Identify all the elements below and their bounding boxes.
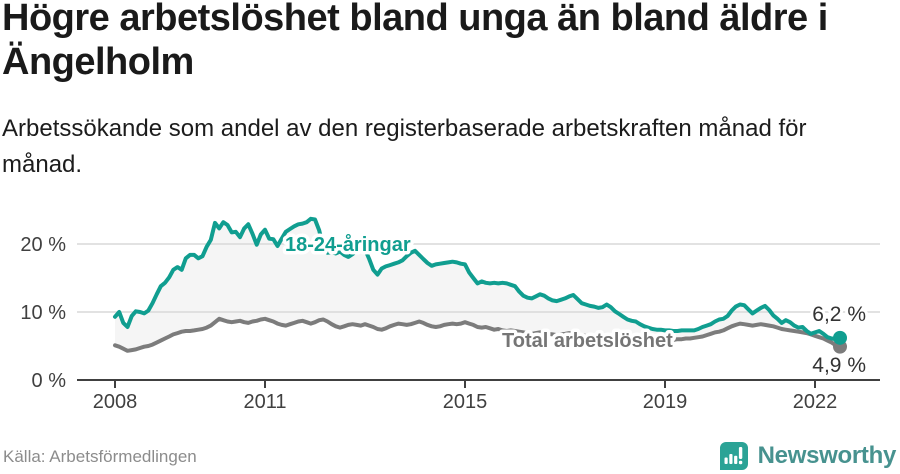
x-tick-label: 2019 <box>643 391 688 413</box>
series-label-youth: 18-24-åringar <box>285 233 411 256</box>
x-tick-label: 2022 <box>793 391 838 413</box>
end-label-youth: 6,2 % <box>812 303 866 326</box>
title-line-2: Ängelholm <box>2 41 194 83</box>
y-tick-label: 10 % <box>20 302 66 324</box>
newsworthy-logo-icon <box>719 442 748 470</box>
page-title: Högre arbetslöshet bland unga än bland ä… <box>2 0 888 84</box>
subtitle-line-2: månad. <box>2 151 83 178</box>
title-line-1: Högre arbetslöshet bland unga än bland ä… <box>2 0 828 39</box>
end-dot-youth <box>833 330 847 345</box>
series-label-total: Total arbetslöshet <box>502 330 673 352</box>
y-tick-label: 20 % <box>20 234 66 256</box>
y-tick-label: 0 % <box>32 370 67 392</box>
x-tick-label: 2011 <box>243 391 286 413</box>
end-label-total: 4,9 % <box>812 354 866 377</box>
series-line-total <box>113 316 842 353</box>
newsworthy-wordmark: Newsworthy <box>757 442 897 469</box>
chart-subtitle: Arbetssökande som andel av den registerb… <box>2 111 862 183</box>
subtitle-line-1: Arbetssökande som andel av den registerb… <box>2 115 807 142</box>
series-line-youth <box>113 216 842 342</box>
x-tick-label: 2015 <box>443 391 488 413</box>
chart-plot-area: 2008 2011 2015 2019 2022 0 % 10 % 20 % <box>20 216 880 413</box>
newsworthy-logo: Newsworthy <box>719 441 896 471</box>
x-tick-label: 2008 <box>93 391 138 413</box>
source-note: Källa: Arbetsförmedlingen <box>3 447 197 466</box>
